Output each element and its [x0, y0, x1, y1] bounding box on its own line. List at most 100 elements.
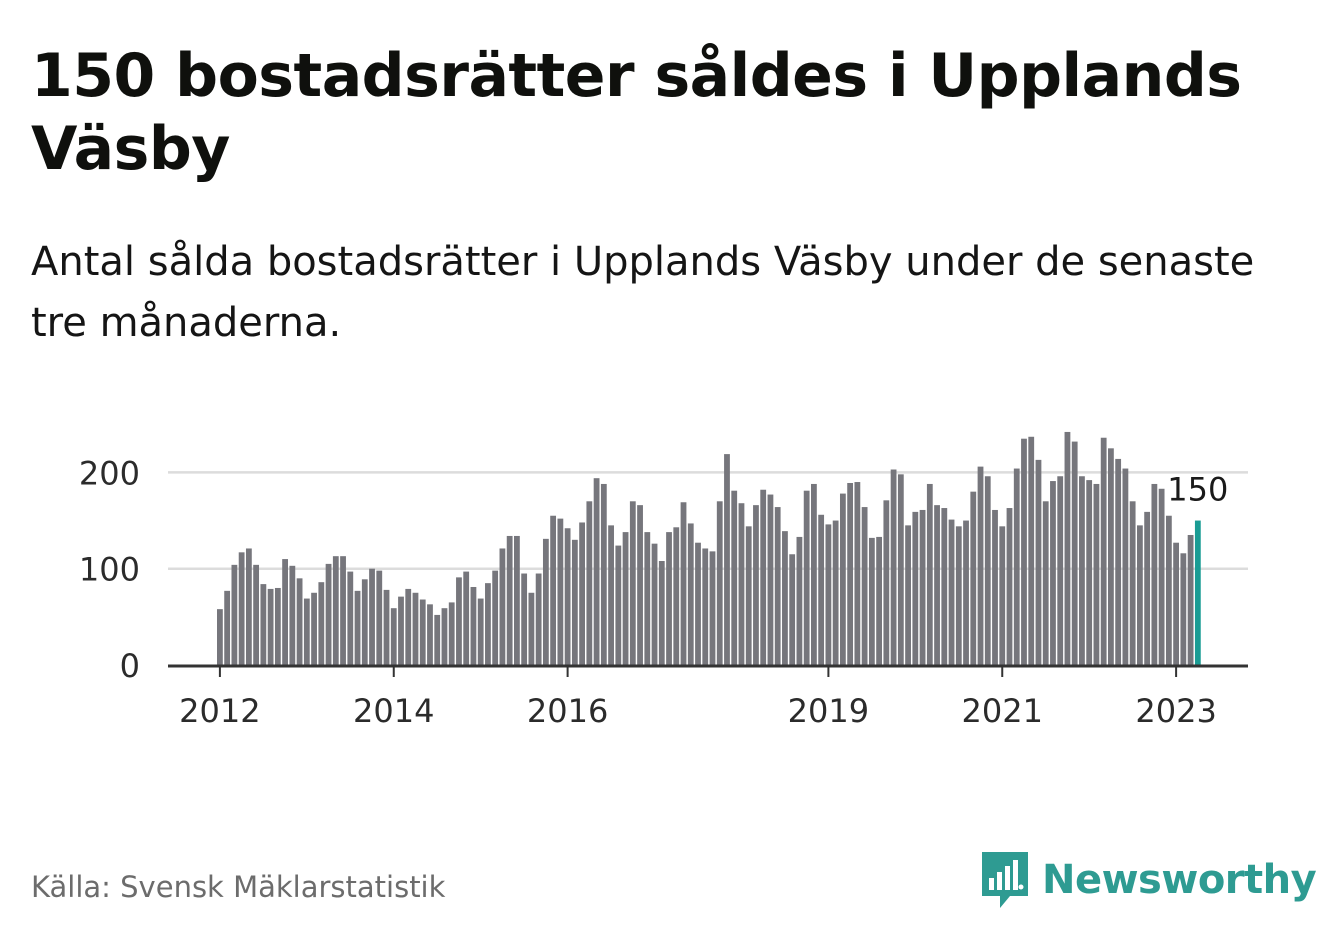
bar [818, 514, 825, 665]
bar [637, 505, 643, 665]
bar [803, 490, 810, 665]
bar [470, 586, 477, 665]
bar [398, 596, 404, 665]
bar [825, 524, 832, 665]
highlight-bar [1194, 520, 1201, 665]
bar [1028, 436, 1035, 665]
x-tick-label: 2014 [353, 692, 434, 730]
bar [499, 548, 506, 665]
bar [506, 535, 513, 665]
bar [934, 505, 940, 665]
bar [854, 482, 861, 665]
bar [485, 583, 491, 665]
bar [1079, 476, 1085, 665]
bar [1100, 437, 1107, 665]
x-tick-label: 2016 [527, 692, 608, 730]
bar [289, 565, 296, 665]
bar [999, 526, 1006, 665]
axes: 0 100 200 150 2012 2014 2016 2019 2021 2023 [79, 454, 1248, 730]
newsworthy-logo-icon [982, 852, 1028, 908]
bar [955, 526, 962, 665]
bar [608, 525, 614, 665]
bar [622, 532, 629, 665]
bar [883, 500, 890, 665]
bar [861, 507, 868, 665]
bar [456, 577, 462, 665]
bar [260, 584, 267, 665]
bar [369, 568, 375, 665]
bar [1144, 511, 1151, 665]
bar [1115, 458, 1122, 665]
bar [926, 483, 933, 665]
bar [463, 571, 470, 665]
y-tick-label: 0 [120, 647, 140, 685]
bar [528, 592, 535, 665]
bar [296, 578, 303, 665]
bar [832, 520, 839, 665]
bar [1086, 480, 1093, 665]
bar [1035, 459, 1042, 665]
bar [586, 501, 593, 665]
bar [1129, 501, 1136, 665]
bar [941, 508, 948, 665]
bar [897, 474, 904, 665]
bar [253, 564, 260, 665]
bar [550, 515, 557, 665]
bar [782, 531, 788, 665]
bar [593, 478, 600, 665]
bar [325, 563, 332, 665]
bar [789, 554, 796, 665]
bar [876, 536, 883, 665]
bar [448, 602, 455, 665]
bar [1013, 468, 1020, 665]
bar [1006, 508, 1013, 665]
bar [1180, 553, 1187, 665]
bar [282, 559, 288, 665]
bar [492, 570, 499, 665]
bar [340, 556, 346, 665]
bar [1064, 431, 1071, 665]
bar [441, 608, 448, 665]
bar [673, 527, 680, 665]
bar [731, 490, 738, 665]
bar [347, 571, 354, 665]
bar [383, 589, 390, 665]
bar [796, 536, 803, 665]
bar [376, 570, 383, 665]
bar [579, 522, 585, 665]
bar [521, 573, 528, 665]
bar [905, 525, 911, 665]
bar [514, 535, 520, 665]
bar [238, 552, 245, 665]
bar [354, 590, 361, 665]
bar [361, 579, 368, 665]
bar [564, 528, 571, 665]
chart-title: 150 bostadsrätter såldes i Upplands Väsb… [31, 41, 1242, 184]
bar [963, 520, 969, 665]
bar [1042, 501, 1049, 665]
bar [629, 501, 636, 665]
bar [839, 493, 846, 665]
bar [695, 542, 701, 665]
bar [405, 588, 412, 665]
bar [716, 501, 723, 665]
bar [267, 588, 274, 665]
chart-subtitle: Antal sålda bostadsrätter i Upplands Väs… [31, 239, 1255, 346]
bar [774, 507, 781, 665]
bar [1151, 483, 1158, 665]
bar [738, 503, 745, 665]
bar [1057, 476, 1064, 665]
newsworthy-logo[interactable]: Newsworthy [980, 850, 1317, 910]
x-tick-label: 2019 [788, 692, 869, 730]
x-tick-label: 2023 [1135, 692, 1216, 730]
bars [217, 431, 1201, 665]
bar [427, 604, 433, 665]
bar [1173, 542, 1180, 665]
bar [303, 598, 310, 665]
bar [615, 545, 622, 665]
bar [644, 532, 651, 665]
bar [1158, 488, 1165, 665]
bar [390, 608, 397, 665]
bar [912, 511, 919, 665]
y-tick-label: 100 [79, 551, 140, 589]
